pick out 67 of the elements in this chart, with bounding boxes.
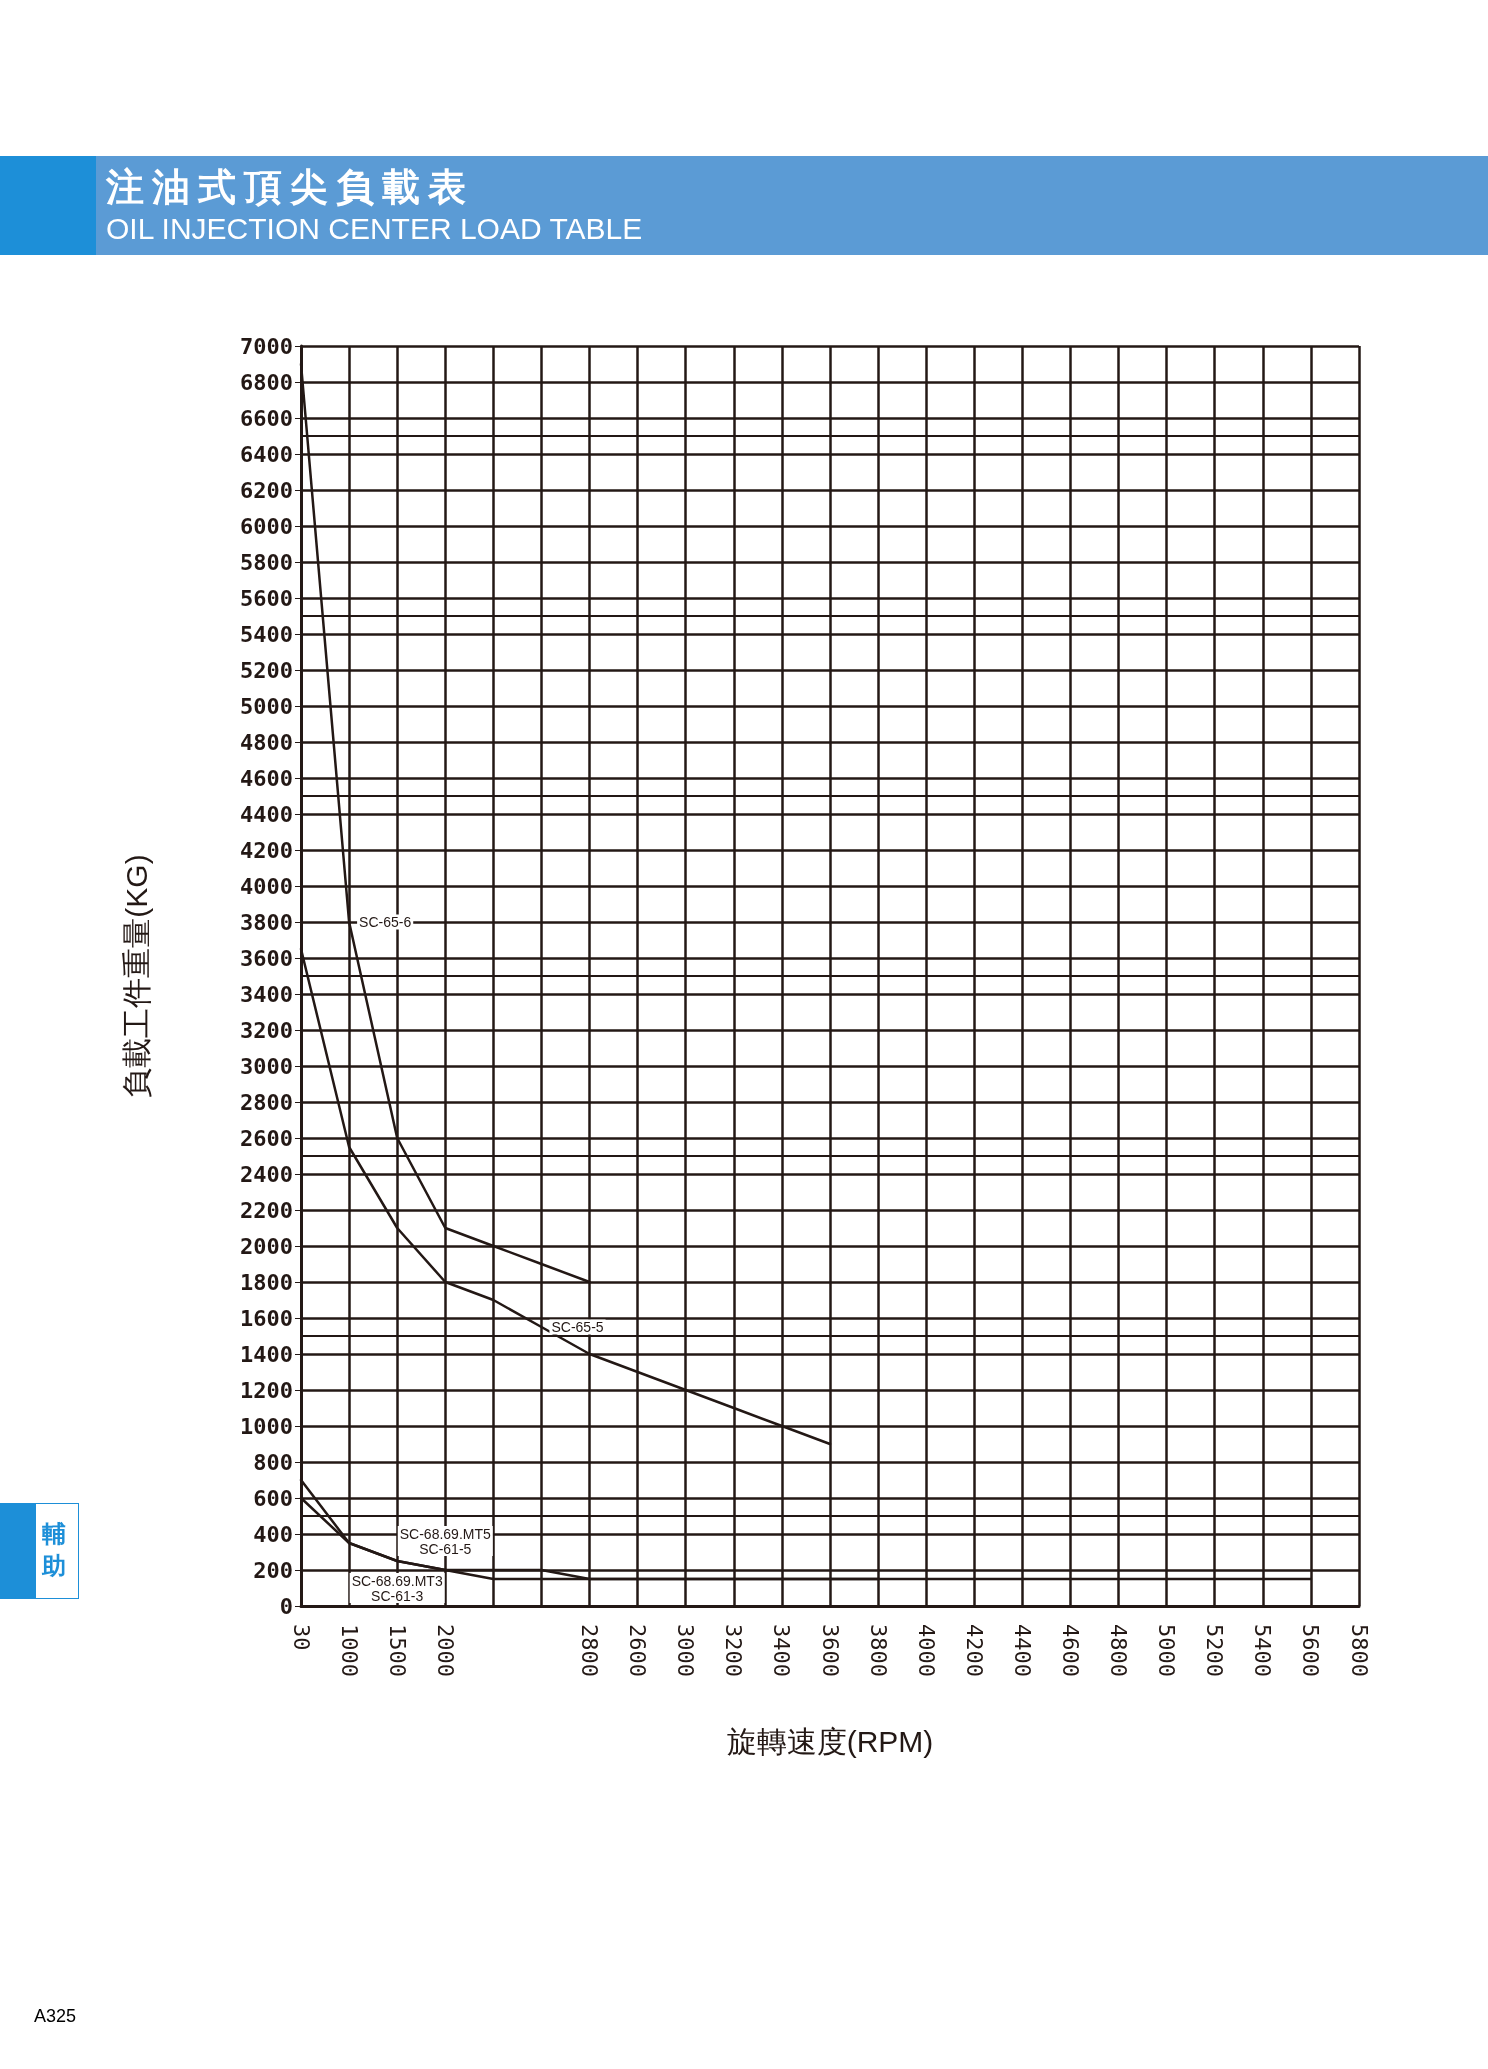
y-tick-label: 3600 bbox=[240, 945, 293, 971]
y-tick-label: 3200 bbox=[240, 1017, 293, 1043]
x-tick-label: 4800 bbox=[1106, 1624, 1132, 1677]
series-label: SC-68.69.MT5 SC-61-5 bbox=[399, 1525, 491, 1557]
y-tick-label: 1200 bbox=[240, 1377, 293, 1403]
x-tick-label: 3800 bbox=[865, 1624, 891, 1677]
series-label: SC-65-6 bbox=[359, 914, 412, 930]
y-tick-label: 7000 bbox=[240, 333, 293, 359]
x-tick-label: 5200 bbox=[1202, 1624, 1228, 1677]
y-tick-label: 3800 bbox=[240, 909, 293, 935]
y-tick-label: 6000 bbox=[240, 513, 293, 539]
y-tick-label: 4400 bbox=[240, 801, 293, 827]
x-tick-label: 1000 bbox=[336, 1624, 362, 1677]
y-tick-label: 5800 bbox=[240, 549, 293, 575]
x-tick-label: 5600 bbox=[1298, 1624, 1324, 1677]
x-tick-label: 30 bbox=[288, 1624, 314, 1651]
y-tick-label: 6800 bbox=[240, 369, 293, 395]
x-tick-label: 4600 bbox=[1057, 1624, 1083, 1677]
y-tick-label: 400 bbox=[253, 1521, 293, 1547]
y-tick-label: 600 bbox=[253, 1485, 293, 1511]
x-tick-label: 2600 bbox=[625, 1624, 651, 1677]
y-tick-label: 2000 bbox=[240, 1233, 293, 1259]
y-tick-label: 5200 bbox=[240, 657, 293, 683]
x-tick-label: 1500 bbox=[384, 1624, 410, 1677]
x-tick-label: 4000 bbox=[913, 1624, 939, 1677]
chart-subtitle: OIL INJECTION CENTER LOAD TABLE bbox=[106, 212, 643, 246]
y-tick-label: 4200 bbox=[240, 837, 293, 863]
y-tick-label: 5600 bbox=[240, 585, 293, 611]
y-tick-label: 1000 bbox=[240, 1413, 293, 1439]
x-tick-label: 4200 bbox=[961, 1624, 987, 1677]
y-tick-label: 5000 bbox=[240, 693, 293, 719]
x-tick-label: 5800 bbox=[1346, 1624, 1372, 1677]
x-tick-label: 3400 bbox=[769, 1624, 795, 1677]
x-tick-label: 3000 bbox=[673, 1624, 699, 1677]
y-tick-label: 4800 bbox=[240, 729, 293, 755]
series-label: SC-65-5 bbox=[551, 1319, 604, 1335]
y-tick-label: 0 bbox=[279, 1593, 293, 1619]
text: A325 bbox=[34, 2006, 77, 2027]
y-tick-label: 2200 bbox=[240, 1197, 293, 1223]
chart-title: 注油式頂尖負載表 bbox=[106, 164, 474, 211]
y-tick-label: 4000 bbox=[240, 873, 293, 899]
y-tick-label: 800 bbox=[253, 1449, 293, 1475]
x-tick-label: 5000 bbox=[1154, 1624, 1180, 1677]
x-tick-label: 2800 bbox=[577, 1624, 603, 1677]
x-axis-title: 旋轉速度(RPM) bbox=[726, 1724, 934, 1758]
y-tick-label: 3400 bbox=[240, 981, 293, 1007]
y-tick-label: 3000 bbox=[240, 1053, 293, 1079]
x-tick-label: 3200 bbox=[721, 1624, 747, 1677]
series-label: SC-68.69.MT3 SC-61-3 bbox=[351, 1572, 443, 1604]
y-tick-label: 2400 bbox=[240, 1161, 293, 1187]
text: 輔助 bbox=[42, 1519, 67, 1582]
y-tick-label: 1800 bbox=[240, 1269, 293, 1295]
y-tick-label: 1400 bbox=[240, 1341, 293, 1367]
y-tick-label: 2600 bbox=[240, 1125, 293, 1151]
y-tick-label: 2800 bbox=[240, 1089, 293, 1115]
y-tick-label: 4600 bbox=[240, 765, 293, 791]
y-axis-title: 負載工件重量(KG) bbox=[119, 854, 153, 1098]
y-tick-label: 1600 bbox=[240, 1305, 293, 1331]
y-tick-label: 6600 bbox=[240, 405, 293, 431]
x-tick-label: 2000 bbox=[432, 1624, 458, 1677]
x-tick-label: 5400 bbox=[1250, 1624, 1276, 1677]
x-tick-label: 3600 bbox=[817, 1624, 843, 1677]
y-tick-label: 5400 bbox=[240, 621, 293, 647]
x-tick-label: 4400 bbox=[1009, 1624, 1035, 1677]
y-tick-label: 200 bbox=[253, 1557, 293, 1583]
y-tick-label: 6200 bbox=[240, 477, 293, 503]
y-tick-label: 6400 bbox=[240, 441, 293, 467]
